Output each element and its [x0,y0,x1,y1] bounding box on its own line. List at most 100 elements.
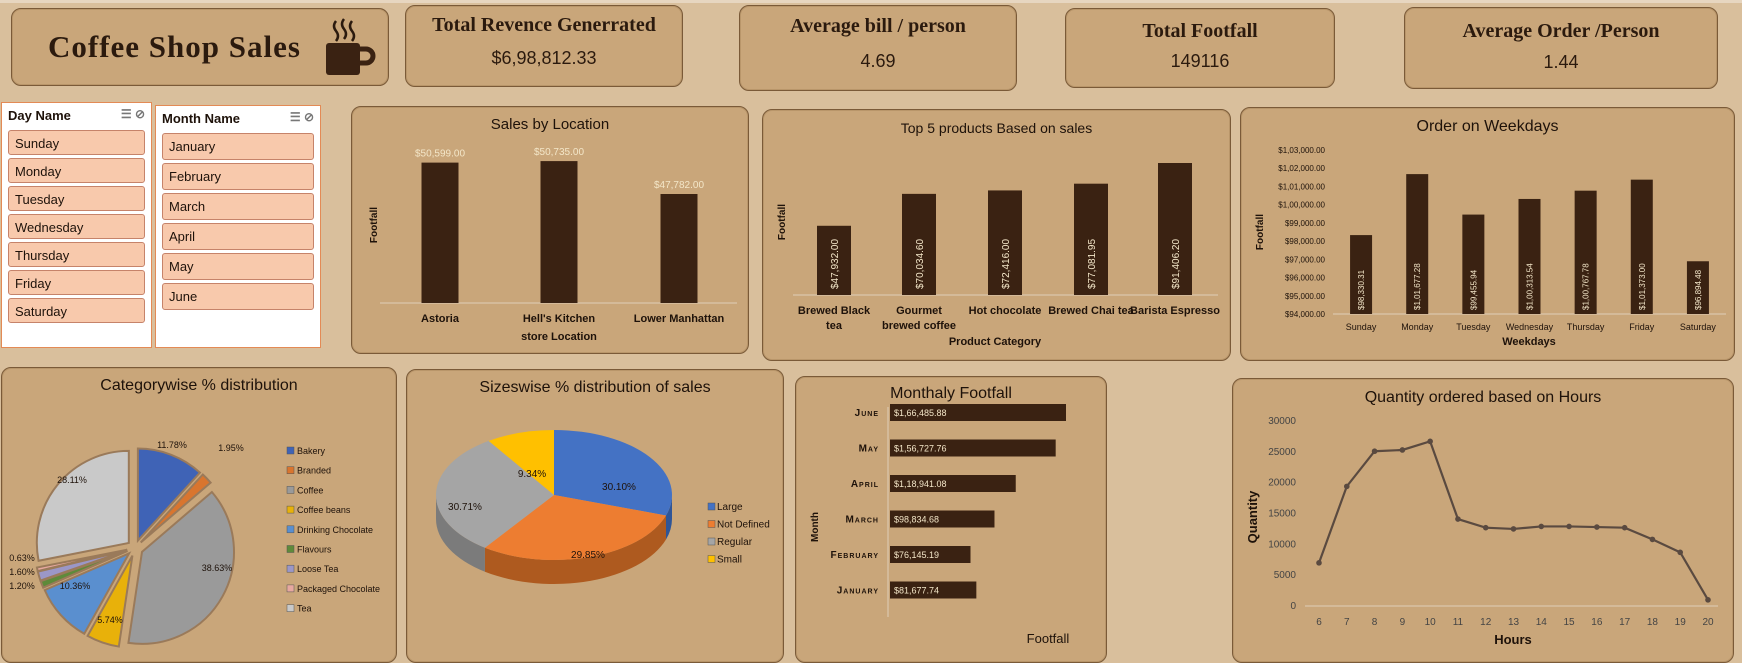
slicer-item-day[interactable]: Friday [8,270,145,295]
bar [1074,183,1108,295]
bar [1686,261,1709,314]
pie-slice [554,430,672,516]
data-label: 1.20% [9,581,35,591]
chart-title: Categorywise % distribution [100,377,298,394]
y-tick-label: February [831,550,879,561]
pie-side [436,495,485,572]
bar [1630,179,1653,314]
chart-top5-products: Top 5 products Based on sales $47,932.00… [762,109,1231,361]
legend-swatch [286,584,295,593]
x-tick-label: Gourmet [896,305,942,317]
legend-label: Branded [297,466,331,476]
data-label: $47,932.00 [830,239,841,289]
legend-label: Not Defined [717,520,770,531]
pie-side [665,495,672,540]
y-tick-label: $1,02,000.00 [1278,164,1325,173]
pie-slice [436,440,554,548]
pie-slice [35,548,128,573]
slicer-item-day[interactable]: Thursday [8,242,145,267]
slicer-item-day[interactable]: Tuesday [8,186,145,211]
legend-label: Bakery [297,446,326,456]
legend-label: Loose Tea [297,564,338,574]
pie-slice [136,447,202,544]
legend-label: Drinking Chocolate [297,525,373,535]
legend-label: Coffee beans [297,505,351,515]
bar [890,510,995,528]
slicer-item-month[interactable]: May [162,253,314,280]
bar [890,439,1056,457]
legend-swatch [707,520,716,528]
y-tick-label: 25000 [1268,447,1296,458]
y-axis-title: Footfall [777,204,788,240]
data-label: 30.10% [602,482,636,493]
multi-select-icon[interactable]: ☰ [120,107,132,121]
chart-category-pie: Categorywise % distribution 11.78% 1.95% 3… [1,367,397,663]
x-tick-label: 18 [1647,617,1659,628]
data-point [1455,516,1461,522]
y-tick-label: $95,000.00 [1285,292,1326,301]
slicer-item-month[interactable]: January [162,133,314,160]
slicer-item-day[interactable]: Saturday [8,298,145,323]
x-tick-label: Friday [1629,322,1655,332]
legend-label: Tea [297,604,312,614]
x-tick-label: 15 [1564,617,1576,628]
kpi-title: Total Revence Generrated [432,14,656,36]
data-point [1649,536,1656,543]
slicer-item-month[interactable]: February [162,163,314,190]
slicer-item-day[interactable]: Sunday [8,130,145,155]
bar [1406,174,1429,314]
data-label: $98,330.31 [1357,269,1366,310]
chart-quantity-hours: Quantity ordered based on Hours 0 5000 100… [1232,378,1734,663]
data-point [1510,526,1517,532]
kpi-average-bill: Average bill / person 4.69 [739,5,1017,91]
x-tick-label: Brewed Chai tea [1048,305,1134,317]
data-label: $99,455.94 [1469,269,1478,310]
legend-swatch [286,505,295,514]
bar [1462,214,1485,314]
pie-slice [86,555,134,648]
kpi-title: Average bill / person [790,15,966,37]
y-tick-label: $94,000.00 [1285,310,1326,319]
data-point [1621,524,1628,531]
slicer-item-day[interactable]: Monday [8,158,145,183]
data-label: $77,081.95 [1087,239,1098,289]
kpi-average-order: Average Order /Person 1.44 [1404,7,1718,89]
legend-swatch [707,555,716,563]
data-point [1371,448,1378,455]
x-tick-label: Hell's Kitchen [523,313,596,325]
legend-label: Packaged Chocolate [297,584,380,594]
chart-title: Sales by Location [490,116,610,133]
slicer-item-day[interactable]: Wednesday [8,214,145,239]
y-axis-title: Footfall [1255,214,1266,250]
multi-select-icon[interactable]: ☰ [289,110,301,124]
x-tick-label: Monday [1401,322,1434,332]
y-tick-label: $1,00,000.00 [1278,201,1325,210]
slicer-item-month[interactable]: March [162,193,314,220]
clear-filter-icon[interactable]: ⊘ [134,107,145,121]
chart-title: Sizeswise % distribution of sales [479,379,711,396]
x-tick-label: Barista Espresso [1130,305,1220,317]
data-label: 0.63% [9,553,35,563]
x-tick-label: 17 [1619,617,1631,628]
x-tick-label: 20 [1702,617,1714,628]
y-tick-label: $99,000.00 [1285,219,1326,228]
x-tick-label: 12 [1480,617,1492,628]
bar [890,475,1016,492]
chart-orders-weekdays: Order on Weekdays $1,03,000.00 $1,02,000.… [1240,107,1735,361]
bar [540,161,578,303]
day-slicer: Day Name ☰ ⊘ Sunday Monday Tuesday Wednesda… [1,102,152,348]
x-axis-title: Product Category [949,336,1042,348]
slicer-item-month[interactable]: June [162,283,314,310]
x-tick-label: 9 [1400,617,1406,628]
bar [988,190,1022,295]
data-label: $1,66,485.88 [894,408,947,418]
clear-filter-icon[interactable]: ⊘ [303,110,314,124]
chart-title: Top 5 products Based on sales [900,120,1093,136]
x-tick-label: 16 [1591,617,1603,628]
coffee-cup-icon [326,18,376,75]
slicer-item-month[interactable]: April [162,223,314,250]
y-tick-label: 0 [1290,601,1296,612]
y-tick-label: June [855,408,879,419]
data-label: 9.34% [518,469,546,480]
data-label: $76,145.19 [894,550,939,560]
